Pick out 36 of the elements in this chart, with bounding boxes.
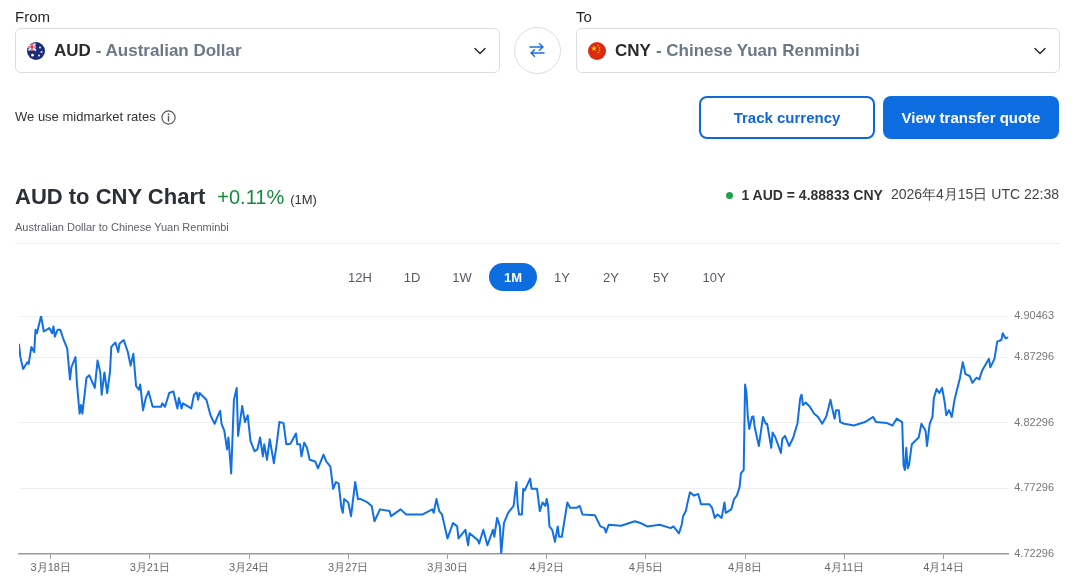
text: 1D <box>403 270 421 285</box>
text: Track currency <box>733 109 841 127</box>
x-tick-label: 3月18日 <box>30 561 71 574</box>
text: (1M) <box>290 192 317 207</box>
dropdown-field: CNY - Chinese Yuan Renminbi <box>576 28 1060 73</box>
text: We use midmarket rates <box>15 109 156 125</box>
text: 12H <box>348 270 372 285</box>
y-tick-label: 4.82296 <box>1014 415 1054 428</box>
x-tick-label: 3月30日 <box>427 561 468 574</box>
x-tick-label: 4月8日 <box>727 561 763 574</box>
dropdown-field: AUD - Australian Dollar <box>15 28 500 73</box>
text: 1Y <box>554 270 570 285</box>
text: To <box>576 8 592 26</box>
text: 10Y <box>702 270 726 285</box>
text: +0.11% <box>217 186 285 209</box>
x-tick-label: 4月14日 <box>923 561 964 574</box>
chart-title: AUD to CNY Chart <box>15 184 206 210</box>
y-tick-label: 4.90463 <box>1014 309 1054 322</box>
text: 1W <box>452 270 472 285</box>
text: View transfer quote <box>901 109 1041 127</box>
text: 1 AUD = 4.88833 CNY <box>741 187 883 203</box>
text: From <box>15 8 50 26</box>
x-tick-label: 4月2日 <box>529 561 564 574</box>
text: 2Y <box>603 270 619 285</box>
x-tick-label: 3月24日 <box>228 561 270 574</box>
text: 5Y <box>653 270 669 285</box>
y-tick-label: 4.77296 <box>1014 481 1054 494</box>
y-tick-label: 4.87296 <box>1014 350 1054 363</box>
x-tick-label: 4月11日 <box>824 561 865 574</box>
y-tick-label: 4.72296 <box>1014 546 1054 559</box>
chart-subtitle: Australian Dollar to Chinese Yuan Renminbi <box>15 221 229 233</box>
x-tick-label: 3月27日 <box>328 561 369 574</box>
x-tick-label: 3月21日 <box>129 561 171 574</box>
x-tick-label: 4月5日 <box>628 561 664 574</box>
text: 1M <box>503 270 523 285</box>
text: 2026年4月15日 UTC 22:38 <box>890 186 1059 204</box>
